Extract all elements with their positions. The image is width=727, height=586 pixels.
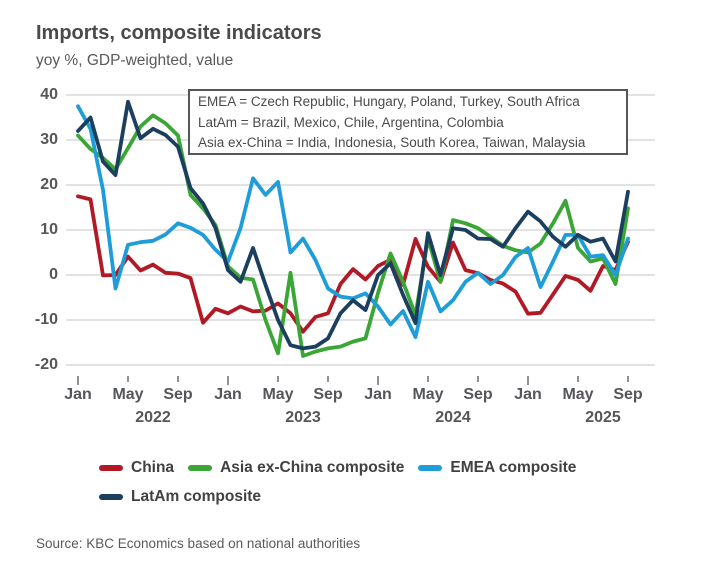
legend: China Asia ex-China composite EMEA compo… xyxy=(99,459,664,506)
x-axis-month-label: Jan xyxy=(514,386,542,403)
asia-line-swatch-icon xyxy=(188,465,213,471)
legend-item-china: China xyxy=(99,459,174,477)
legend-item-emea: EMEA composite xyxy=(418,459,576,477)
chart-title: Imports, composite indicators xyxy=(36,22,322,44)
legend-item-latam: LatAm composite xyxy=(99,488,261,506)
annotation-line-asia: Asia ex-China = India, Indonesia, South … xyxy=(198,135,586,150)
series-line-china xyxy=(76,194,630,334)
legend-label-asia: Asia ex-China composite xyxy=(220,459,405,476)
x-axis-month-label: Sep xyxy=(163,386,193,403)
x-axis-month-label: Sep xyxy=(613,386,643,403)
series-line-asia xyxy=(76,113,630,358)
x-axis-month-label: May xyxy=(112,386,144,403)
annotation-box: EMEA = Czech Republic, Hungary, Poland, … xyxy=(188,89,628,155)
x-axis-month-label: May xyxy=(562,386,594,403)
china-line-swatch-icon xyxy=(99,465,123,471)
series-line-latam xyxy=(76,99,630,351)
annotation-line-latam: LatAm = Brazil, Mexico, Chile, Argentina… xyxy=(198,114,504,130)
legend-label-china: China xyxy=(131,459,175,476)
latam-line-swatch-icon xyxy=(99,494,123,500)
chart-subtitle: yoy %, GDP-weighted, value xyxy=(36,52,234,69)
emea-line-swatch-icon xyxy=(418,465,443,471)
x-axis-month-label: Sep xyxy=(313,386,343,403)
x-axis-year-label: 2024 xyxy=(435,409,471,426)
x-axis-year-label: 2022 xyxy=(135,409,171,426)
legend-label-latam: LatAm composite xyxy=(131,488,262,505)
annotation-line-emea: EMEA = Czech Republic, Hungary, Poland, … xyxy=(198,94,580,109)
source-text: Source: KBC Economics based on national … xyxy=(36,536,361,551)
x-axis-month-label: Jan xyxy=(214,386,242,403)
legend-item-asia: Asia ex-China composite xyxy=(188,459,404,477)
x-axis-month-label: May xyxy=(412,386,444,403)
y-axis-tick-label: 10 xyxy=(40,221,58,238)
y-axis-tick-label: 20 xyxy=(40,176,58,193)
x-axis-month-label: May xyxy=(262,386,294,403)
y-axis-tick-label: -10 xyxy=(34,311,58,328)
x-axis-month-label: Sep xyxy=(463,386,493,403)
y-axis-tick-label: 30 xyxy=(40,131,58,148)
chart-plot-area xyxy=(66,94,655,385)
x-axis-month-label: Jan xyxy=(64,386,92,403)
x-axis-year-label: 2023 xyxy=(285,409,321,426)
y-axis-tick-label: 40 xyxy=(40,86,58,103)
x-axis-month-label: Jan xyxy=(364,386,392,403)
y-axis-tick-label: 0 xyxy=(49,266,58,283)
x-axis-year-label: 2025 xyxy=(585,409,621,426)
legend-label-emea: EMEA composite xyxy=(450,459,577,476)
y-axis-tick-label: -20 xyxy=(34,356,58,373)
